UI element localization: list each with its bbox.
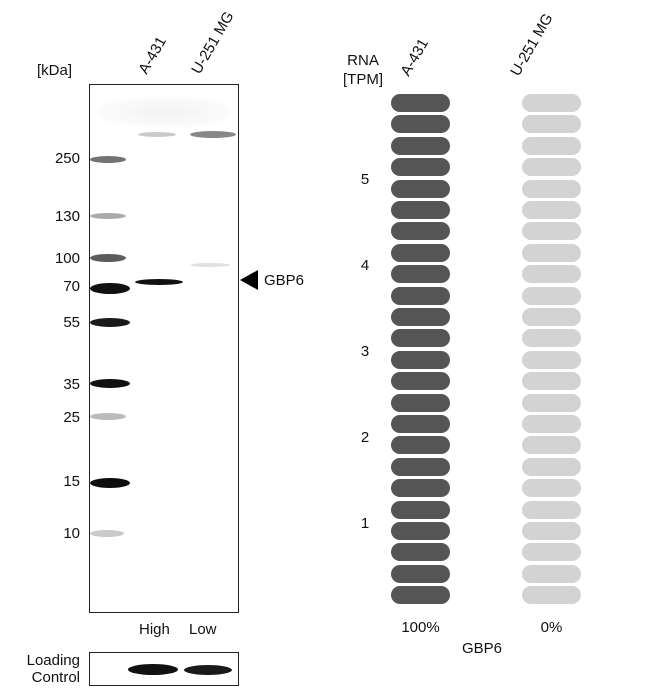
rna-segment: [522, 286, 581, 305]
lane-label-a431: A-431: [135, 33, 171, 77]
rna-segment: [391, 350, 450, 369]
rna-segment: [391, 372, 450, 391]
rna-col-label-a431: A-431: [397, 35, 433, 79]
lane1-high-mw-band: [138, 132, 176, 137]
rna-segment: [391, 457, 450, 476]
rna-segment: [391, 94, 450, 112]
rna-segment: [522, 500, 581, 519]
ladder-band-55: [90, 318, 130, 327]
rna-col-label-u251mg: U-251 MG: [507, 10, 557, 80]
rna-segment: [391, 222, 450, 241]
rna-segment: [522, 136, 581, 155]
rna-segment: [522, 243, 581, 262]
rna-segment: [522, 564, 581, 583]
target-label: GBP6: [264, 272, 305, 289]
rna-segment: [522, 543, 581, 562]
ladder-band-35: [90, 379, 130, 388]
rna-segment: [391, 286, 450, 305]
marker-label-25: 25: [63, 409, 80, 426]
marker-label-250: 250: [54, 150, 80, 167]
loading-band-a431: [128, 664, 178, 675]
rna-segment: [391, 243, 450, 262]
kda-unit-label: [kDa]: [37, 62, 73, 79]
lane2-faint-band: [190, 263, 230, 267]
rna-segment: [522, 329, 581, 348]
ladder-band-25: [90, 413, 126, 420]
rna-segment: [522, 265, 581, 284]
rna-segment: [522, 179, 581, 198]
rna-segment: [391, 115, 450, 134]
marker-label-10: 10: [63, 525, 80, 542]
rna-segment: [391, 415, 450, 433]
lane-level-low: Low: [189, 621, 217, 638]
loading-control-label-line2: Control: [31, 669, 80, 686]
rna-segment: [391, 158, 450, 177]
rna-tick-2: 2: [360, 429, 370, 446]
rna-segment: [391, 329, 450, 348]
blot-background-smear: [100, 97, 230, 127]
rna-segment: [391, 179, 450, 198]
rna-segment: [522, 522, 581, 540]
arrow-left-icon: [240, 270, 258, 290]
marker-label-100: 100: [54, 250, 80, 267]
rna-segment: [391, 564, 450, 583]
ladder-band-100: [90, 254, 126, 262]
rna-segment: [391, 543, 450, 562]
ladder-band-10: [90, 530, 124, 537]
rna-segment: [522, 201, 581, 219]
gbp6-band-a431: [135, 279, 183, 285]
marker-label-70: 70: [63, 278, 80, 295]
rna-segment: [391, 201, 450, 219]
rna-segment: [391, 586, 450, 605]
rna-tick-4: 4: [360, 257, 370, 274]
rna-segment: [522, 415, 581, 433]
loading-band-u251mg: [184, 665, 232, 675]
lane-level-high: High: [139, 621, 170, 638]
rna-segment: [391, 136, 450, 155]
rna-segment: [391, 436, 450, 455]
rna-segment: [391, 308, 450, 326]
rna-segment: [522, 586, 581, 605]
rna-segment: [391, 393, 450, 412]
rna-segment: [522, 115, 581, 134]
rna-segment: [522, 158, 581, 177]
rna-segment: [391, 500, 450, 519]
marker-label-55: 55: [63, 314, 80, 331]
rna-segment: [391, 522, 450, 540]
rna-segment: [522, 94, 581, 112]
rna-tick-5: 5: [360, 171, 370, 188]
rna-segment: [522, 436, 581, 455]
ladder-band-130: [90, 213, 126, 219]
rna-segment: [522, 479, 581, 498]
rna-tick-3: 3: [360, 343, 370, 360]
marker-label-35: 35: [63, 376, 80, 393]
western-blot-membrane: [89, 84, 239, 613]
rna-segment: [522, 457, 581, 476]
marker-label-130: 130: [54, 208, 80, 225]
loading-control-blot: [89, 652, 239, 686]
rna-header-line1: RNA: [347, 52, 379, 69]
rna-header-line2: [TPM]: [343, 71, 383, 88]
ladder-band-15: [90, 478, 130, 488]
rna-segment: [391, 479, 450, 498]
rna-segment: [391, 265, 450, 284]
ladder-band-250: [90, 156, 126, 163]
lane2-high-mw-band: [190, 131, 236, 138]
lane-label-u251mg: U-251 MG: [188, 8, 238, 78]
rna-tick-1: 1: [360, 515, 370, 532]
rna-segment: [522, 222, 581, 241]
marker-label-15: 15: [63, 473, 80, 490]
ladder-band-70: [90, 283, 130, 294]
rna-gene-label: GBP6: [462, 640, 503, 657]
loading-control-label-line1: Loading: [26, 652, 80, 669]
rna-percent-a431: 100%: [401, 619, 440, 636]
rna-segment: [522, 350, 581, 369]
rna-segment: [522, 372, 581, 391]
rna-segment: [522, 308, 581, 326]
rna-segment: [522, 393, 581, 412]
rna-percent-u251mg: 0%: [540, 619, 563, 636]
